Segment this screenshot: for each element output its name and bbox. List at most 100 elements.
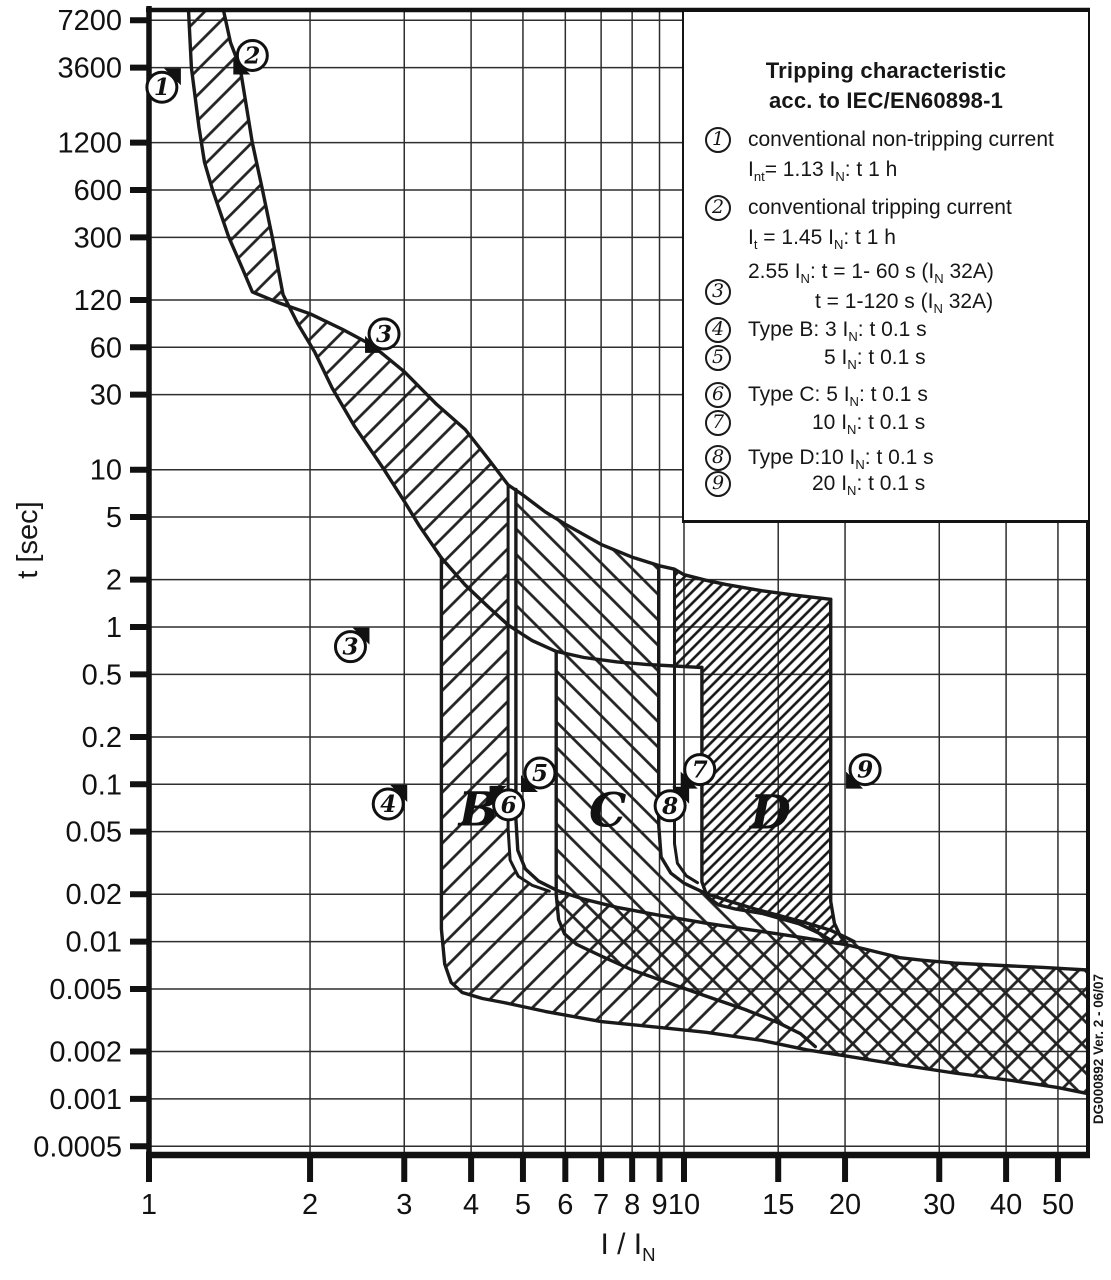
marker-number: 6	[501, 792, 517, 819]
marker-7: 7	[680, 753, 717, 789]
x-tick-label: 15	[762, 1189, 794, 1221]
marker-circle	[333, 630, 367, 664]
y-tick-label: 1	[106, 612, 122, 644]
band-letter-C: C	[589, 784, 626, 839]
legend-item-1-line2: Int= 1.13 IN: t 1 h	[748, 158, 898, 185]
legend-item-7-number: 7	[705, 410, 731, 436]
boundary-curves	[186, 10, 1088, 1096]
legend-item-2: conventional tripping current It = 1.45 …	[748, 193, 1012, 260]
plot-frame	[146, 6, 1090, 1159]
series-type-c-lower-boundary	[554, 649, 817, 1049]
band-letter-D: D	[748, 786, 791, 841]
y-tick-label: 2	[106, 565, 122, 597]
x-tick-label: 10	[668, 1189, 700, 1221]
marker-2: 2	[233, 38, 269, 75]
marker-3b: 3	[333, 627, 370, 664]
legend-item-3-number: 3	[705, 279, 731, 305]
region-type-d-band	[674, 569, 847, 943]
y-tick-label: 600	[74, 175, 122, 207]
legend-box: Tripping characteristic acc. to IEC/EN60…	[682, 12, 1088, 523]
legend-item-8-number: 8	[705, 445, 731, 471]
series-type-b-upper-boundary-5in	[514, 487, 1088, 972]
marker-number: 9	[857, 757, 873, 784]
y-tick-label: 0.002	[49, 1037, 122, 1069]
x-tick-label: 6	[557, 1189, 573, 1221]
legend-item-3-line2: t = 1-120 s (IN 32A)	[815, 290, 994, 317]
legend-item-5: 5 IN: t 0.1 s	[824, 346, 926, 373]
legend-title: Tripping characteristic acc. to IEC/EN60…	[684, 56, 1088, 116]
y-axis-label: t [sec]	[12, 501, 44, 579]
legend-item-2-line1: conventional tripping current	[748, 196, 1012, 219]
legend-item-9: 20 IN: t 0.1 s	[812, 472, 926, 499]
region-type-c-band	[515, 489, 1088, 1094]
marker-circle	[367, 317, 401, 351]
x-axis-label: I / IN	[600, 1228, 656, 1265]
y-tick-label: 300	[74, 222, 122, 254]
axis-ticks: 7200360012006003001206030105210.50.20.10…	[33, 5, 1074, 1221]
marker-number: 2	[243, 42, 260, 69]
legend-title-line2: acc. to IEC/EN60898-1	[768, 88, 1004, 113]
marker-number: 4	[380, 791, 396, 818]
marker-circle	[848, 753, 882, 787]
legend-item-9-number: 9	[705, 471, 731, 497]
marker-number: 7	[692, 757, 708, 784]
legend-title-line1: Tripping characteristic	[765, 58, 1007, 83]
x-tick-label: 3	[396, 1189, 412, 1221]
series-type-d-upper-boundary-20in	[829, 597, 848, 945]
legend-item-4: Type B: 3 IN: t 0.1 s	[748, 318, 927, 345]
series-type-d-lower-boundary	[700, 665, 834, 943]
marker-circle	[492, 788, 526, 822]
marker-circle	[523, 756, 557, 790]
x-tick-label: 40	[990, 1189, 1022, 1221]
y-tick-label: 0.005	[49, 974, 122, 1006]
marker-number: 3	[342, 634, 358, 661]
marker-circle	[145, 70, 179, 104]
y-tick-label: 0.01	[66, 927, 122, 959]
marker-8: 8	[653, 786, 690, 823]
legend-item-5-number: 5	[705, 345, 731, 371]
x-tick-label: 8	[624, 1189, 640, 1221]
y-tick-label: 1200	[57, 128, 122, 160]
series-type-c-upper-boundary-10in	[657, 564, 856, 944]
y-tick-label: 120	[74, 285, 122, 317]
y-tick-label: 60	[90, 332, 122, 364]
y-tick-label: 0.2	[82, 722, 122, 754]
x-tick-label: 20	[829, 1189, 861, 1221]
y-tick-label: 0.1	[82, 769, 122, 801]
legend-item-4-number: 4	[705, 317, 731, 343]
series-type-c-10in-ref-line	[673, 567, 699, 885]
x-tick-label: 2	[302, 1189, 318, 1221]
y-tick-label: 0.05	[66, 817, 122, 849]
marker-circle	[371, 787, 405, 821]
x-tick-label: 4	[463, 1189, 479, 1221]
marker-number: 3	[376, 321, 392, 348]
y-tick-label: 3600	[57, 53, 122, 85]
marker-5: 5	[520, 756, 557, 792]
legend-item-6-number: 6	[705, 382, 731, 408]
legend-item-1: conventional non-tripping current Int= 1…	[748, 125, 1054, 192]
y-tick-label: 7200	[57, 5, 122, 37]
x-tick-label: 5	[515, 1189, 531, 1221]
legend-item-3-line1: 2.55 IN: t = 1- 60 s (IN 32A)	[748, 260, 994, 287]
marker-number: 1	[154, 74, 170, 101]
series-type-b-5in-inner-line	[506, 483, 551, 893]
legend-item-2-number: 2	[705, 195, 731, 221]
legend-item-8: Type D:10 IN: t 0.1 s	[748, 446, 934, 473]
legend-item-2-line2: It = 1.45 IN: t 1 h	[748, 226, 896, 253]
band-fills	[188, 10, 1088, 1094]
legend-item-7: 10 IN: t 0.1 s	[812, 411, 926, 438]
series-type-b-lower-boundary	[439, 556, 1088, 1096]
series-upper-tripping-limit	[186, 10, 833, 601]
legend-item-6: Type C: 5 IN: t 0.1 s	[748, 383, 928, 410]
x-tick-label: 1	[141, 1189, 157, 1221]
y-tick-label: 0.02	[66, 879, 122, 911]
marker-circle	[653, 789, 687, 823]
marker-number: 5	[532, 760, 548, 787]
x-tick-label: 9	[651, 1189, 667, 1221]
y-tick-label: 0.001	[49, 1084, 122, 1116]
series-lower-tripping-limit	[221, 10, 704, 670]
y-tick-label: 5	[106, 502, 122, 534]
marker-circle	[683, 753, 717, 787]
marker-9: 9	[846, 753, 882, 789]
marker-6: 6	[489, 785, 526, 822]
